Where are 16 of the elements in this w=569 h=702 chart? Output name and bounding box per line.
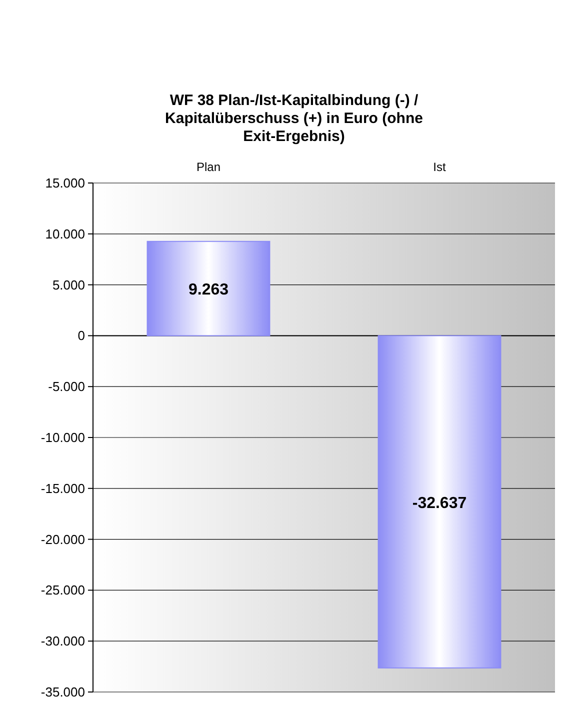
- data-label: -32.637: [412, 494, 467, 512]
- y-tick-label: 10.000: [45, 226, 85, 242]
- y-tick-label: -20.000: [40, 532, 85, 547]
- y-tick-label: 0: [78, 328, 85, 344]
- y-tick-label: 5.000: [52, 277, 85, 292]
- chart-title: WF 38 Plan-/Ist-Kapitalbindung (-) / Kapitalüberschuss (+) in Euro (ohne Exit-Ergebnis): [165, 92, 423, 145]
- y-tick-label: -10.000: [40, 430, 85, 445]
- y-tick-label: -15.000: [40, 480, 85, 496]
- y-tick-label: -5.000: [48, 379, 85, 394]
- y-tick-label: -30.000: [40, 634, 85, 649]
- y-tick-label: -25.000: [40, 582, 85, 598]
- data-label: 9.263: [188, 282, 229, 299]
- x-tick-label: Ist: [433, 160, 446, 174]
- y-tick-label: 15.000: [45, 176, 85, 190]
- x-tick-label: Plan: [196, 160, 221, 174]
- y-tick-label: -35.000: [40, 684, 85, 700]
